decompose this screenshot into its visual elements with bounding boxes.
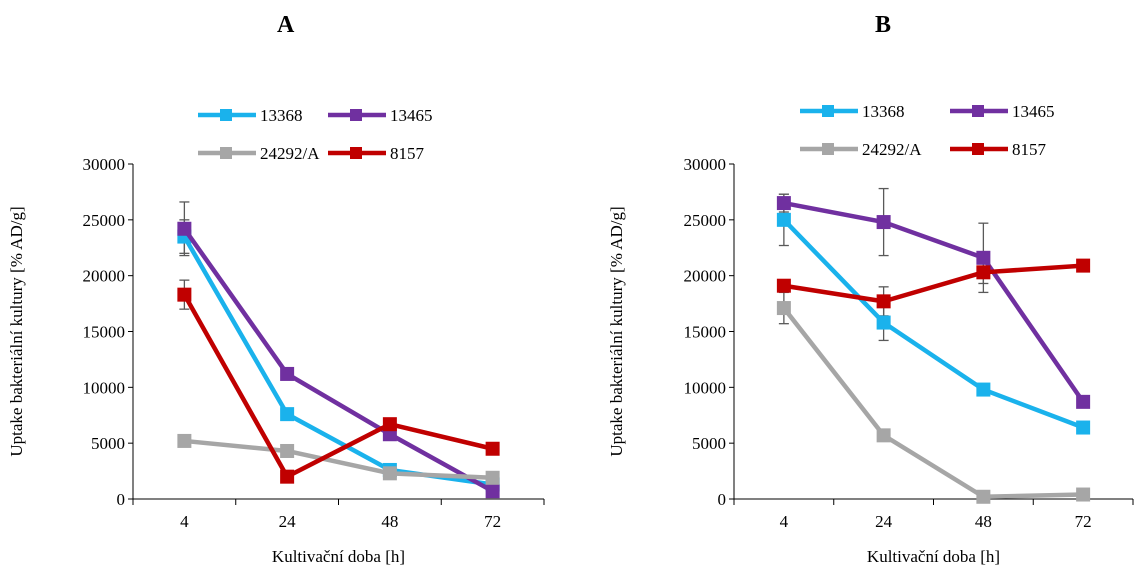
- chart-panel-a: A 0 5000 10000 15000 20000 25000 30000 4 24 48 72 K…: [7, 12, 545, 566]
- x-tick-label: 48: [381, 512, 398, 531]
- data-point-8157: [776, 278, 791, 293]
- data-point-24292A: [776, 301, 791, 316]
- chart-panel-b: B 0 5000 10000 15000 20000 25000 30000 4 24 48 72 K…: [570, 0, 1139, 566]
- y-axis-title: Uptake bakteriální kultury [% AD/g]: [7, 206, 26, 456]
- x-tick-label: 72: [1075, 512, 1092, 531]
- data-point-24292A: [976, 489, 991, 504]
- legend-swatch-marker: [220, 147, 232, 159]
- legend-swatch-marker: [350, 109, 362, 121]
- data-point-24292A: [382, 466, 397, 481]
- legend-swatch-marker: [972, 143, 984, 155]
- data-point-13368: [876, 315, 891, 330]
- x-axis-title: Kultivační doba [h]: [272, 547, 405, 566]
- data-point-8157: [1076, 258, 1091, 273]
- data-point-13368: [776, 212, 791, 227]
- x-tick-label: 24: [279, 512, 297, 531]
- legend-label: 13368: [260, 106, 303, 125]
- y-tick-label: 15000: [83, 323, 126, 342]
- panel-label-b: B: [875, 12, 892, 38]
- series-line-8157: [182, 293, 494, 479]
- x-tick-label: 4: [180, 512, 189, 531]
- line-chart-a: 0 5000 10000 15000 20000 25000 30000 4 24 48 72 Kul…: [7, 106, 545, 566]
- legend-label: 24292/A: [862, 140, 922, 159]
- data-point-13465: [976, 250, 991, 265]
- data-point-24292A: [280, 443, 295, 458]
- data-point-13465: [485, 484, 500, 499]
- y-tick-label: 10000: [684, 378, 727, 397]
- data-point-8157: [177, 287, 192, 302]
- legend-label: 8157: [1012, 140, 1047, 159]
- y-tick-label: 0: [117, 490, 126, 509]
- data-point-8157: [485, 441, 500, 456]
- data-point-13465: [776, 196, 791, 211]
- series-line-24292A: [184, 438, 493, 481]
- data-point-24292A: [876, 428, 891, 443]
- x-tick-label: 48: [975, 512, 992, 531]
- x-tick-label: 72: [484, 512, 501, 531]
- data-point-13368: [976, 382, 991, 397]
- series-line-24292A: [782, 306, 1084, 500]
- legend-swatch-marker: [822, 105, 834, 117]
- x-axis-title: Kultivační doba [h]: [867, 547, 1000, 566]
- y-tick-label: 20000: [83, 267, 126, 286]
- legend-swatch-marker: [822, 143, 834, 155]
- data-point-8157: [976, 265, 991, 280]
- legend-swatch-marker: [972, 105, 984, 117]
- line-chart-b: 0 5000 10000 15000 20000 25000 30000 4 24 48 72 Kul…: [607, 102, 1134, 566]
- y-tick-label: 15000: [684, 323, 727, 342]
- y-axis-title: Uptake bakteriální kultury [% AD/g]: [607, 206, 626, 456]
- y-tick-label: 30000: [684, 155, 727, 174]
- legend-label: 24292/A: [260, 144, 320, 163]
- legend-swatch-marker: [350, 147, 362, 159]
- data-point-13465: [1076, 394, 1091, 409]
- y-tick-label: 20000: [684, 267, 727, 286]
- y-tick-label: 5000: [91, 434, 125, 453]
- legend-swatch-marker: [220, 109, 232, 121]
- data-point-13368: [280, 407, 295, 422]
- legend-label: 13368: [862, 102, 905, 121]
- x-tick-label: 4: [780, 512, 789, 531]
- data-point-13368: [1076, 420, 1091, 435]
- series-line-13465: [182, 227, 494, 494]
- legend-label: 13465: [1012, 102, 1055, 121]
- x-tick-label: 24: [875, 512, 893, 531]
- legend-label: 8157: [390, 144, 425, 163]
- data-point-24292A: [1076, 487, 1091, 502]
- y-tick-label: 25000: [684, 211, 727, 230]
- data-point-8157: [876, 294, 891, 309]
- data-point-24292A: [177, 433, 192, 448]
- y-tick-label: 10000: [83, 378, 126, 397]
- panel-label-a: A: [277, 12, 295, 38]
- data-point-8157: [280, 469, 295, 484]
- data-point-13465: [177, 221, 192, 236]
- series-line-8157: [783, 263, 1084, 304]
- series-line-13465: [783, 200, 1085, 404]
- data-point-8157: [382, 417, 397, 432]
- y-tick-label: 0: [718, 490, 727, 509]
- data-point-13465: [280, 366, 295, 381]
- data-point-24292A: [485, 470, 500, 485]
- data-point-13465: [876, 215, 891, 230]
- series-line-13368: [782, 218, 1084, 430]
- y-tick-label: 25000: [83, 211, 126, 230]
- legend-label: 13465: [390, 106, 433, 125]
- y-tick-label: 30000: [83, 155, 126, 174]
- y-tick-label: 5000: [692, 434, 726, 453]
